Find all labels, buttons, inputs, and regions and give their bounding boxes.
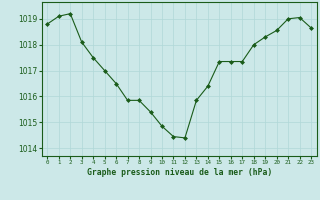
X-axis label: Graphe pression niveau de la mer (hPa): Graphe pression niveau de la mer (hPa) <box>87 168 272 177</box>
